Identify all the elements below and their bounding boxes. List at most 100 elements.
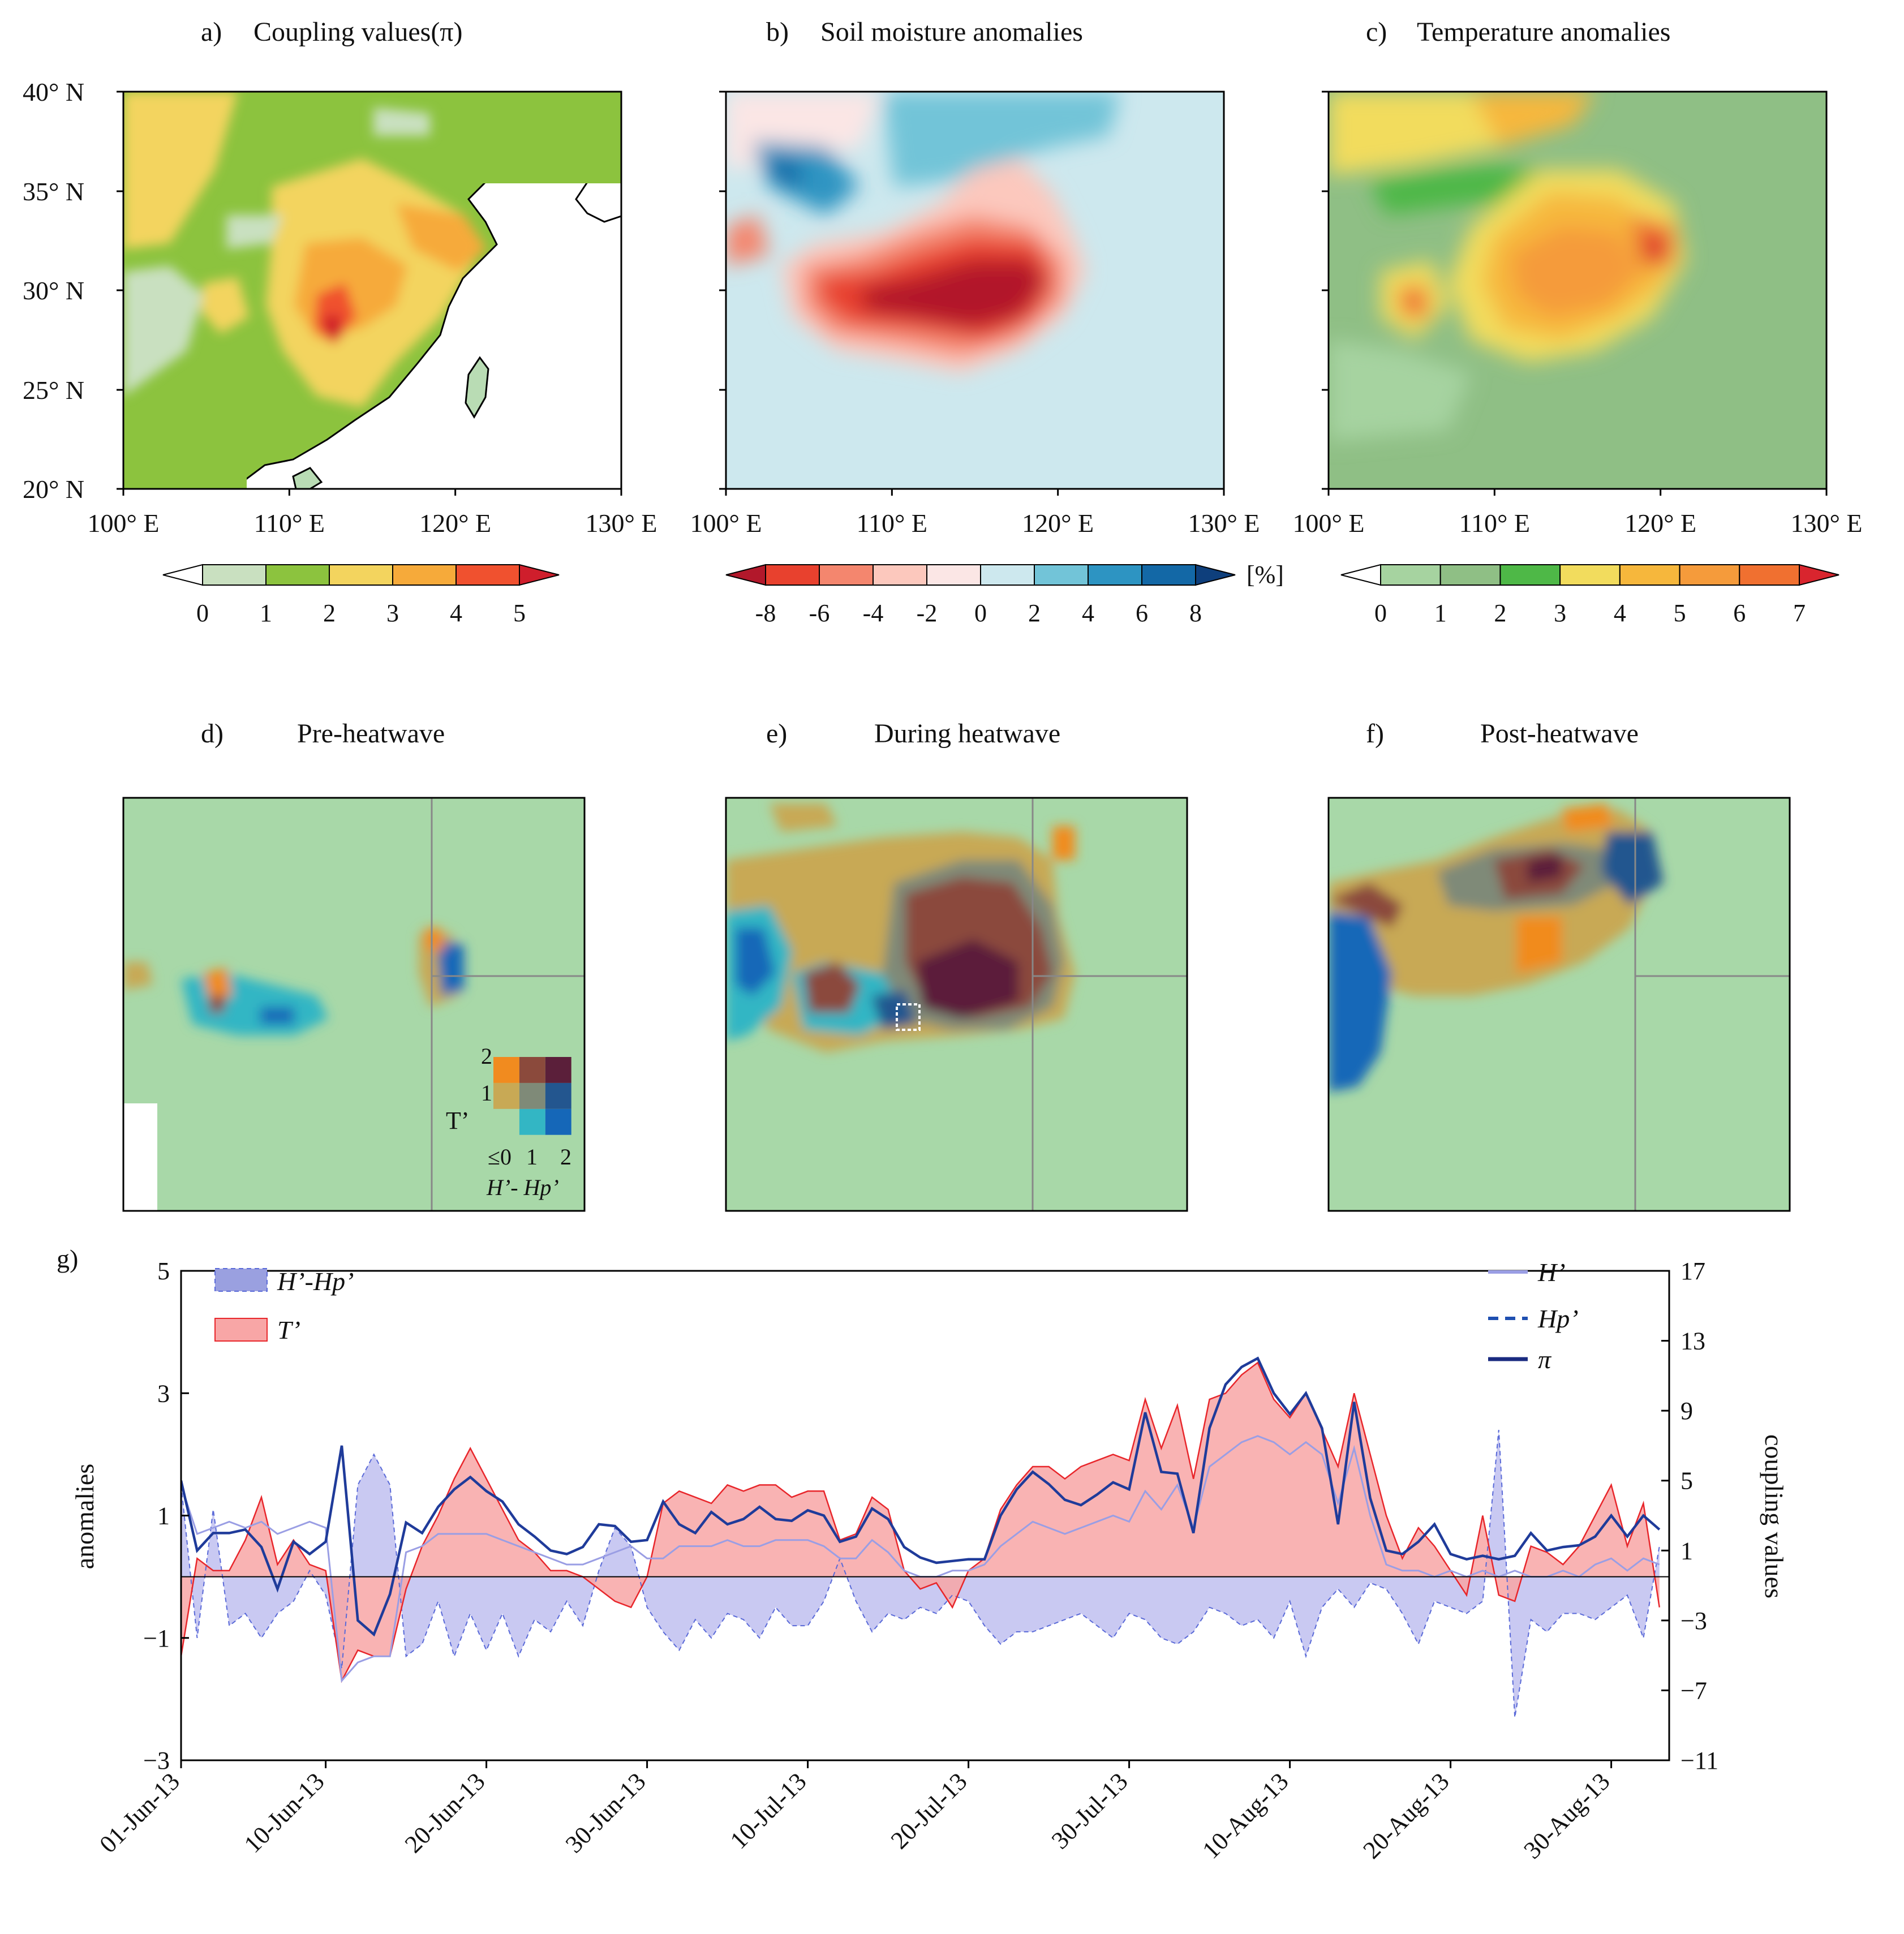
colorbar-tick-label: 6	[1733, 599, 1746, 627]
lat-label: 20° N	[23, 475, 84, 504]
legend-label-hhp: H’-Hp’	[277, 1267, 354, 1296]
bivariate-y-tick: 1	[481, 1080, 492, 1106]
colorbar-tick-label: 0	[196, 599, 209, 627]
bivariate-legend: 21T’≤0 1 2H’- Hp’	[446, 1043, 571, 1200]
colorbar-cell	[202, 564, 267, 586]
panel-f-letter: f)	[1366, 719, 1384, 749]
bivariate-x-tick: 2	[560, 1144, 571, 1170]
colorbar-cell	[1559, 564, 1621, 586]
plot-frame	[180, 1270, 1670, 1761]
x-tick-label: 10-Aug-13	[1197, 1767, 1293, 1864]
colorbar-tick-label: -2	[917, 599, 938, 627]
legend-label-h: H’	[1537, 1258, 1566, 1287]
colorbar-cell	[392, 564, 457, 586]
bivariate-y-label: T’	[446, 1107, 470, 1134]
panel-c-map	[1327, 91, 1828, 490]
lat-label: 30° N	[23, 276, 84, 305]
panel-e-map	[725, 797, 1188, 1212]
colorbar-tick-label: 1	[260, 599, 272, 627]
x-tick-label: 30-Jun-13	[560, 1767, 651, 1858]
y2-tick-label: 1	[1680, 1537, 1693, 1565]
bivariate-cell	[493, 1057, 519, 1083]
colorbar-cell	[162, 564, 203, 586]
colorbar-cell	[1088, 564, 1142, 586]
colorbar-tick-label: 2	[1028, 599, 1041, 627]
x-tick-label: 20-Jul-13	[886, 1767, 973, 1854]
y-tick-label: 1	[157, 1502, 170, 1530]
panel-d-name: Pre-heatwave	[297, 719, 445, 749]
colorbar-tick-label: 4	[1082, 599, 1094, 627]
colorbar-tick-label: 4	[450, 599, 462, 627]
panel-e-title: e) During heatwave	[766, 719, 1060, 749]
colorbar-cell	[1679, 564, 1740, 586]
colorbar-cell	[1195, 564, 1236, 586]
y2-tick-label: 13	[1680, 1327, 1705, 1355]
colorbar-tick-label: -6	[809, 599, 830, 627]
lon-label: 120° E	[1624, 509, 1696, 538]
colorbar-cell	[980, 564, 1035, 586]
colorbars: 0 1 2 3 4 5 -8 -6 -4 -2 0 2 4 6 8 [%] 0 1 2 3 4 5 6 7	[162, 561, 1839, 627]
colorbar-cell	[265, 564, 330, 586]
lon-label: 100° E	[1293, 509, 1365, 538]
colorbar-tick-label: -4	[863, 599, 884, 627]
bivariate-cell	[519, 1108, 545, 1135]
y2-tick-label: 17	[1680, 1257, 1705, 1285]
panel-e-letter: e)	[766, 719, 787, 749]
colorbar-cell	[819, 564, 874, 586]
hhp-outline	[181, 1430, 1660, 1718]
lon-label: 110° E	[254, 509, 325, 538]
legend-label-t: T’	[277, 1316, 300, 1344]
lon-label: 120° E	[419, 509, 491, 538]
lat-label: 40° N	[23, 78, 84, 106]
panel-c-name: Temperature anomalies	[1417, 17, 1670, 47]
y-tick-label: −3	[143, 1747, 170, 1774]
y2-axis-label: coupling values	[1760, 1434, 1789, 1598]
legend-swatch-t	[214, 1318, 268, 1342]
x-tick-label: 10-Jun-13	[239, 1767, 330, 1858]
y2-tick-label: 5	[1680, 1467, 1693, 1495]
bivariate-cell	[493, 1108, 519, 1135]
colorbar-cell	[1439, 564, 1501, 586]
y-tick-label: 5	[157, 1257, 170, 1285]
y2-tick-label: 9	[1680, 1397, 1693, 1425]
colorbar-cell	[519, 564, 560, 586]
t-outline	[181, 1361, 1661, 1683]
colorbar-cell	[1799, 564, 1839, 586]
x-tick-label: 20-Aug-13	[1357, 1767, 1454, 1864]
panel-b-name: Soil moisture anomalies	[820, 17, 1083, 47]
colorbar-tick-label: 3	[386, 599, 399, 627]
colorbar-tick-label: 3	[1554, 599, 1566, 627]
lon-label: 100° E	[88, 509, 160, 538]
y-axis-label: anomalies	[70, 1464, 99, 1570]
panel-b-title: b) Soil moisture anomalies	[766, 17, 1083, 47]
lon-label: 130° E	[1791, 509, 1863, 538]
x-tick-label: 10-Jul-13	[725, 1767, 812, 1854]
bivariate-x-tick: ≤0	[488, 1144, 512, 1170]
colorbar-tick-label: 7	[1793, 599, 1806, 627]
colorbar-tick-label: 6	[1136, 599, 1148, 627]
colorbar-cell	[1340, 564, 1381, 586]
panel-a-map	[122, 91, 622, 490]
panel-d-map	[122, 797, 586, 1212]
bivariate-x-label: H’- Hp’	[486, 1175, 559, 1200]
y2-tick-label: −11	[1680, 1747, 1718, 1774]
colorbar-tick-label: 4	[1614, 599, 1626, 627]
panel-a-name: Coupling values(π)	[253, 17, 463, 47]
bivariate-cell	[545, 1108, 571, 1135]
colorbar-cell	[765, 564, 820, 586]
panel-f-name: Post-heatwave	[1480, 719, 1639, 749]
colorbar-cell	[1380, 564, 1441, 586]
lat-label: 25° N	[23, 376, 84, 405]
panel-d-letter: d)	[201, 719, 224, 749]
colorbar-tick-label: 0	[1374, 599, 1387, 627]
bivariate-cell	[545, 1057, 571, 1083]
colorbar-tick-label: 1	[1434, 599, 1447, 627]
y-tick-label: −1	[143, 1624, 170, 1652]
panel-c-letter: c)	[1366, 17, 1387, 47]
colorbar-unit: [%]	[1247, 561, 1284, 588]
colorbar-cell	[926, 564, 981, 586]
colorbar-cell	[1739, 564, 1800, 586]
lon-label: 110° E	[1459, 509, 1530, 538]
legend-swatch-hhp	[214, 1268, 268, 1292]
